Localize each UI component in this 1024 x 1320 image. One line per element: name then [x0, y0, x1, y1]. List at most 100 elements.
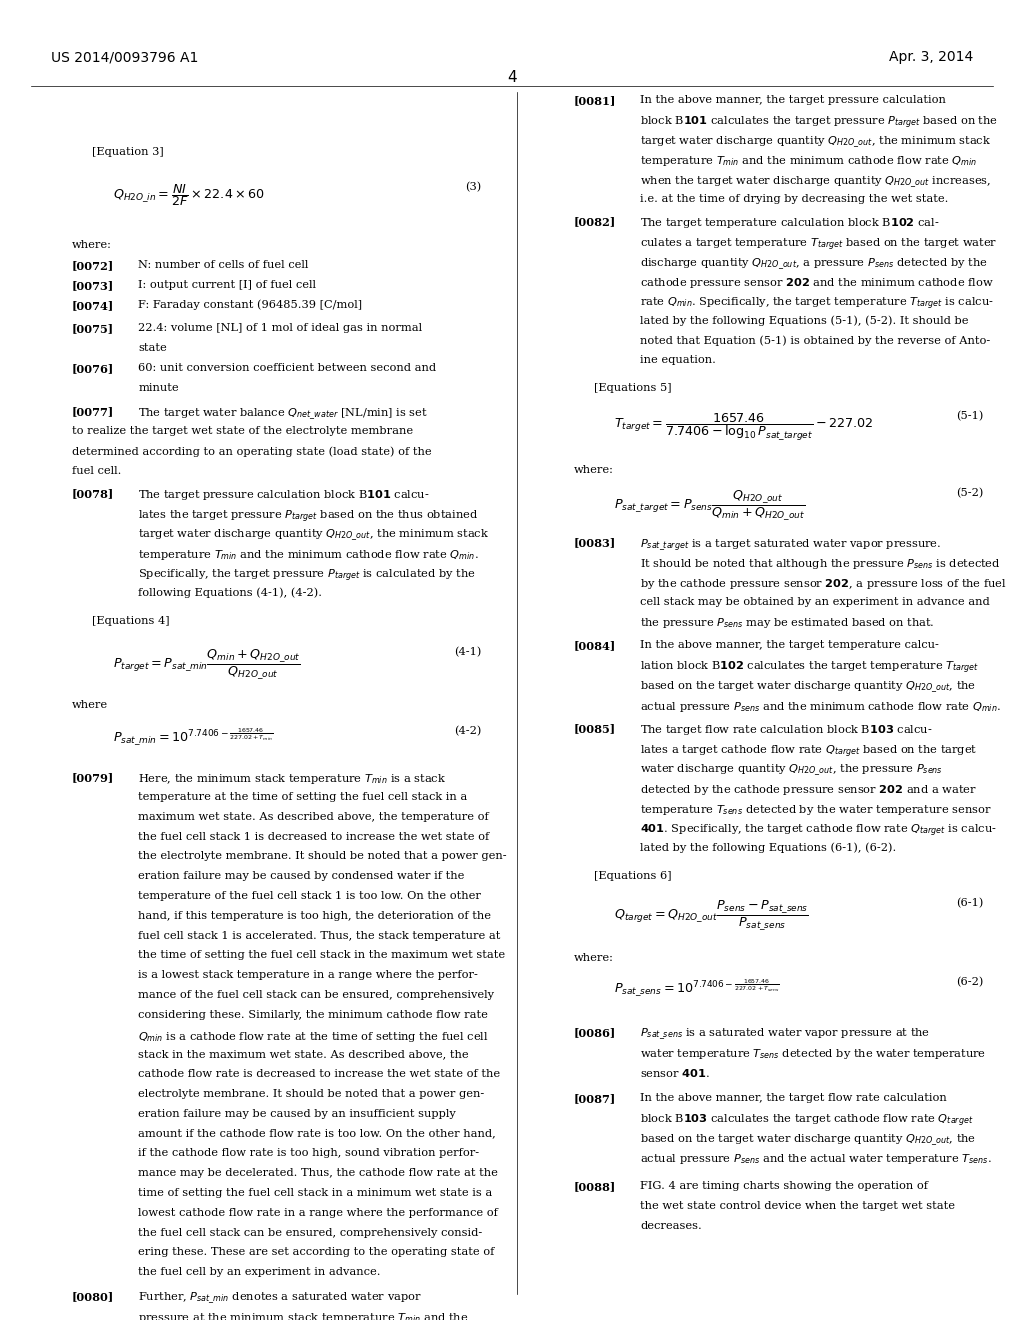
Text: actual pressure $P_{sens}$ and the actual water temperature $T_{sens}$.: actual pressure $P_{sens}$ and the actua…	[640, 1152, 991, 1167]
Text: $Q_{min}$ is a cathode flow rate at the time of setting the fuel cell: $Q_{min}$ is a cathode flow rate at the …	[138, 1030, 488, 1044]
Text: [0075]: [0075]	[72, 323, 114, 334]
Text: $P_{sat\_target} = P_{sens}\dfrac{Q_{H2O\_out}}{Q_{min} + Q_{H2O\_out}}$: $P_{sat\_target} = P_{sens}\dfrac{Q_{H2O…	[614, 488, 806, 523]
Text: the fuel cell stack can be ensured, comprehensively consid-: the fuel cell stack can be ensured, comp…	[138, 1228, 482, 1238]
Text: the fuel cell by an experiment in advance.: the fuel cell by an experiment in advanc…	[138, 1267, 381, 1278]
Text: the time of setting the fuel cell stack in the maximum wet state: the time of setting the fuel cell stack …	[138, 950, 506, 961]
Text: $T_{target} = \dfrac{1657.46}{7.7406 - \log_{10} P_{sat\_target}} - 227.02$: $T_{target} = \dfrac{1657.46}{7.7406 - \…	[614, 411, 874, 441]
Text: F: Faraday constant (96485.39 [C/mol]: F: Faraday constant (96485.39 [C/mol]	[138, 300, 362, 310]
Text: when the target water discharge quantity $Q_{H2O\_out}$ increases,: when the target water discharge quantity…	[640, 174, 991, 190]
Text: the wet state control device when the target wet state: the wet state control device when the ta…	[640, 1201, 955, 1212]
Text: [0086]: [0086]	[573, 1027, 615, 1038]
Text: lowest cathode flow rate in a range where the performance of: lowest cathode flow rate in a range wher…	[138, 1208, 498, 1218]
Text: [0074]: [0074]	[72, 300, 114, 310]
Text: [0084]: [0084]	[573, 640, 615, 651]
Text: $Q_{target} = Q_{H2O\_out}\dfrac{P_{sens} - P_{sat\_sens}}{P_{sat\_sens}}$: $Q_{target} = Q_{H2O\_out}\dfrac{P_{sens…	[614, 898, 809, 932]
Text: target water discharge quantity $Q_{H2O\_out}$, the minimum stack: target water discharge quantity $Q_{H2O\…	[640, 135, 991, 150]
Text: the fuel cell stack 1 is decreased to increase the wet state of: the fuel cell stack 1 is decreased to in…	[138, 832, 489, 842]
Text: The target pressure calculation block B$\mathbf{101}$ calcu-: The target pressure calculation block B$…	[138, 488, 430, 503]
Text: rate $Q_{min}$. Specifically, the target temperature $T_{target}$ is calcu-: rate $Q_{min}$. Specifically, the target…	[640, 296, 993, 312]
Text: stack in the maximum wet state. As described above, the: stack in the maximum wet state. As descr…	[138, 1049, 469, 1060]
Text: [0080]: [0080]	[72, 1291, 114, 1302]
Text: lates the target pressure $P_{target}$ based on the thus obtained: lates the target pressure $P_{target}$ b…	[138, 508, 478, 524]
Text: cathode flow rate is decreased to increase the wet state of the: cathode flow rate is decreased to increa…	[138, 1069, 501, 1080]
Text: $Q_{H2O\_in} = \dfrac{NI}{2F} \times 22.4 \times 60$: $Q_{H2O\_in} = \dfrac{NI}{2F} \times 22.…	[113, 182, 265, 209]
Text: Specifically, the target pressure $P_{target}$ is calculated by the: Specifically, the target pressure $P_{ta…	[138, 568, 476, 583]
Text: hand, if this temperature is too high, the deterioration of the: hand, if this temperature is too high, t…	[138, 911, 492, 921]
Text: where:: where:	[573, 465, 613, 475]
Text: $P_{sat\_sens} = 10^{7.7406 - \frac{1657.46}{227.02 + T_{sens}}}$: $P_{sat\_sens} = 10^{7.7406 - \frac{1657…	[614, 977, 780, 998]
Text: mance may be decelerated. Thus, the cathode flow rate at the: mance may be decelerated. Thus, the cath…	[138, 1168, 498, 1179]
Text: state: state	[138, 343, 167, 354]
Text: [0073]: [0073]	[72, 280, 114, 290]
Text: block B$\mathbf{101}$ calculates the target pressure $P_{target}$ based on the: block B$\mathbf{101}$ calculates the tar…	[640, 115, 998, 131]
Text: lation block B$\mathbf{102}$ calculates the target temperature $T_{target}$: lation block B$\mathbf{102}$ calculates …	[640, 660, 979, 676]
Text: temperature $T_{min}$ and the minimum cathode flow rate $Q_{min}$: temperature $T_{min}$ and the minimum ca…	[640, 154, 977, 169]
Text: i.e. at the time of drying by decreasing the wet state.: i.e. at the time of drying by decreasing…	[640, 194, 948, 205]
Text: $P_{sat\_target}$ is a target saturated water vapor pressure.: $P_{sat\_target}$ is a target saturated …	[640, 537, 941, 553]
Text: [0087]: [0087]	[573, 1093, 615, 1104]
Text: lated by the following Equations (6-1), (6-2).: lated by the following Equations (6-1), …	[640, 842, 896, 853]
Text: [Equations 4]: [Equations 4]	[92, 616, 170, 627]
Text: I: output current [I] of fuel cell: I: output current [I] of fuel cell	[138, 280, 316, 290]
Text: cell stack may be obtained by an experiment in advance and: cell stack may be obtained by an experim…	[640, 597, 990, 607]
Text: [0076]: [0076]	[72, 363, 114, 374]
Text: Apr. 3, 2014: Apr. 3, 2014	[889, 50, 973, 65]
Text: mance of the fuel cell stack can be ensured, comprehensively: mance of the fuel cell stack can be ensu…	[138, 990, 495, 1001]
Text: lates a target cathode flow rate $Q_{target}$ based on the target: lates a target cathode flow rate $Q_{tar…	[640, 743, 977, 759]
Text: time of setting the fuel cell stack in a minimum wet state is a: time of setting the fuel cell stack in a…	[138, 1188, 493, 1199]
Text: determined according to an operating state (load state) of the: determined according to an operating sta…	[72, 446, 431, 457]
Text: to realize the target wet state of the electrolyte membrane: to realize the target wet state of the e…	[72, 426, 413, 437]
Text: where: where	[72, 700, 108, 710]
Text: The target temperature calculation block B$\mathbf{102}$ cal-: The target temperature calculation block…	[640, 216, 940, 231]
Text: if the cathode flow rate is too high, sound vibration perfor-: if the cathode flow rate is too high, so…	[138, 1148, 479, 1159]
Text: N: number of cells of fuel cell: N: number of cells of fuel cell	[138, 260, 308, 271]
Text: In the above manner, the target flow rate calculation: In the above manner, the target flow rat…	[640, 1093, 947, 1104]
Text: noted that Equation (5-1) is obtained by the reverse of Anto-: noted that Equation (5-1) is obtained by…	[640, 335, 990, 346]
Text: [Equations 6]: [Equations 6]	[594, 871, 672, 882]
Text: The target flow rate calculation block B$\mathbf{103}$ calcu-: The target flow rate calculation block B…	[640, 723, 933, 738]
Text: fuel cell.: fuel cell.	[72, 466, 121, 477]
Text: FIG. 4 are timing charts showing the operation of: FIG. 4 are timing charts showing the ope…	[640, 1181, 928, 1192]
Text: eration failure may be caused by an insufficient supply: eration failure may be caused by an insu…	[138, 1109, 456, 1119]
Text: (5-2): (5-2)	[955, 488, 983, 499]
Text: sensor $\mathbf{401}$.: sensor $\mathbf{401}$.	[640, 1067, 710, 1078]
Text: maximum wet state. As described above, the temperature of: maximum wet state. As described above, t…	[138, 812, 489, 822]
Text: water temperature $T_{sens}$ detected by the water temperature: water temperature $T_{sens}$ detected by…	[640, 1047, 986, 1061]
Text: Here, the minimum stack temperature $T_{min}$ is a stack: Here, the minimum stack temperature $T_{…	[138, 772, 446, 787]
Text: It should be noted that although the pressure $P_{sens}$ is detected: It should be noted that although the pre…	[640, 557, 1000, 572]
Text: 4: 4	[507, 70, 517, 84]
Text: US 2014/0093796 A1: US 2014/0093796 A1	[51, 50, 199, 65]
Text: amount if the cathode flow rate is too low. On the other hand,: amount if the cathode flow rate is too l…	[138, 1129, 496, 1139]
Text: $P_{target} = P_{sat\_min}\dfrac{Q_{min} + Q_{H2O\_out}}{Q_{H2O\_out}}$: $P_{target} = P_{sat\_min}\dfrac{Q_{min}…	[113, 647, 300, 681]
Text: [0077]: [0077]	[72, 407, 114, 417]
Text: (4-1): (4-1)	[454, 647, 481, 657]
Text: actual pressure $P_{sens}$ and the minimum cathode flow rate $Q_{min}$.: actual pressure $P_{sens}$ and the minim…	[640, 700, 1001, 714]
Text: 60: unit conversion coefficient between second and: 60: unit conversion coefficient between …	[138, 363, 436, 374]
Text: temperature of the fuel cell stack 1 is too low. On the other: temperature of the fuel cell stack 1 is …	[138, 891, 481, 902]
Text: is a lowest stack temperature in a range where the perfor-: is a lowest stack temperature in a range…	[138, 970, 478, 981]
Text: The target water balance $Q_{net\_water}$ [NL/min] is set: The target water balance $Q_{net\_water}…	[138, 407, 428, 422]
Text: [0082]: [0082]	[573, 216, 615, 227]
Text: eration failure may be caused by condensed water if the: eration failure may be caused by condens…	[138, 871, 465, 882]
Text: (4-2): (4-2)	[454, 726, 481, 737]
Text: cathode pressure sensor $\mathbf{202}$ and the minimum cathode flow: cathode pressure sensor $\mathbf{202}$ a…	[640, 276, 993, 290]
Text: minute: minute	[138, 383, 179, 393]
Text: temperature $T_{sens}$ detected by the water temperature sensor: temperature $T_{sens}$ detected by the w…	[640, 803, 991, 817]
Text: considering these. Similarly, the minimum cathode flow rate: considering these. Similarly, the minimu…	[138, 1010, 488, 1020]
Text: [0083]: [0083]	[573, 537, 615, 548]
Text: culates a target temperature $T_{target}$ based on the target water: culates a target temperature $T_{target}…	[640, 236, 997, 252]
Text: block B$\mathbf{103}$ calculates the target cathode flow rate $Q_{target}$: block B$\mathbf{103}$ calculates the tar…	[640, 1113, 974, 1129]
Text: 22.4: volume [NL] of 1 mol of ideal gas in normal: 22.4: volume [NL] of 1 mol of ideal gas …	[138, 323, 422, 334]
Text: decreases.: decreases.	[640, 1221, 701, 1232]
Text: [0081]: [0081]	[573, 95, 615, 106]
Text: based on the target water discharge quantity $Q_{H2O\_out}$, the: based on the target water discharge quan…	[640, 1133, 976, 1148]
Text: lated by the following Equations (5-1), (5-2). It should be: lated by the following Equations (5-1), …	[640, 315, 969, 326]
Text: the electrolyte membrane. It should be noted that a power gen-: the electrolyte membrane. It should be n…	[138, 851, 507, 862]
Text: [0088]: [0088]	[573, 1181, 615, 1192]
Text: pressure at the minimum stack temperature $T_{min}$ and the: pressure at the minimum stack temperatur…	[138, 1311, 469, 1320]
Text: $P_{sat\_sens}$ is a saturated water vapor pressure at the: $P_{sat\_sens}$ is a saturated water vap…	[640, 1027, 930, 1043]
Text: ering these. These are set according to the operating state of: ering these. These are set according to …	[138, 1247, 495, 1258]
Text: where:: where:	[72, 240, 112, 251]
Text: (5-1): (5-1)	[955, 411, 983, 421]
Text: [0079]: [0079]	[72, 772, 114, 783]
